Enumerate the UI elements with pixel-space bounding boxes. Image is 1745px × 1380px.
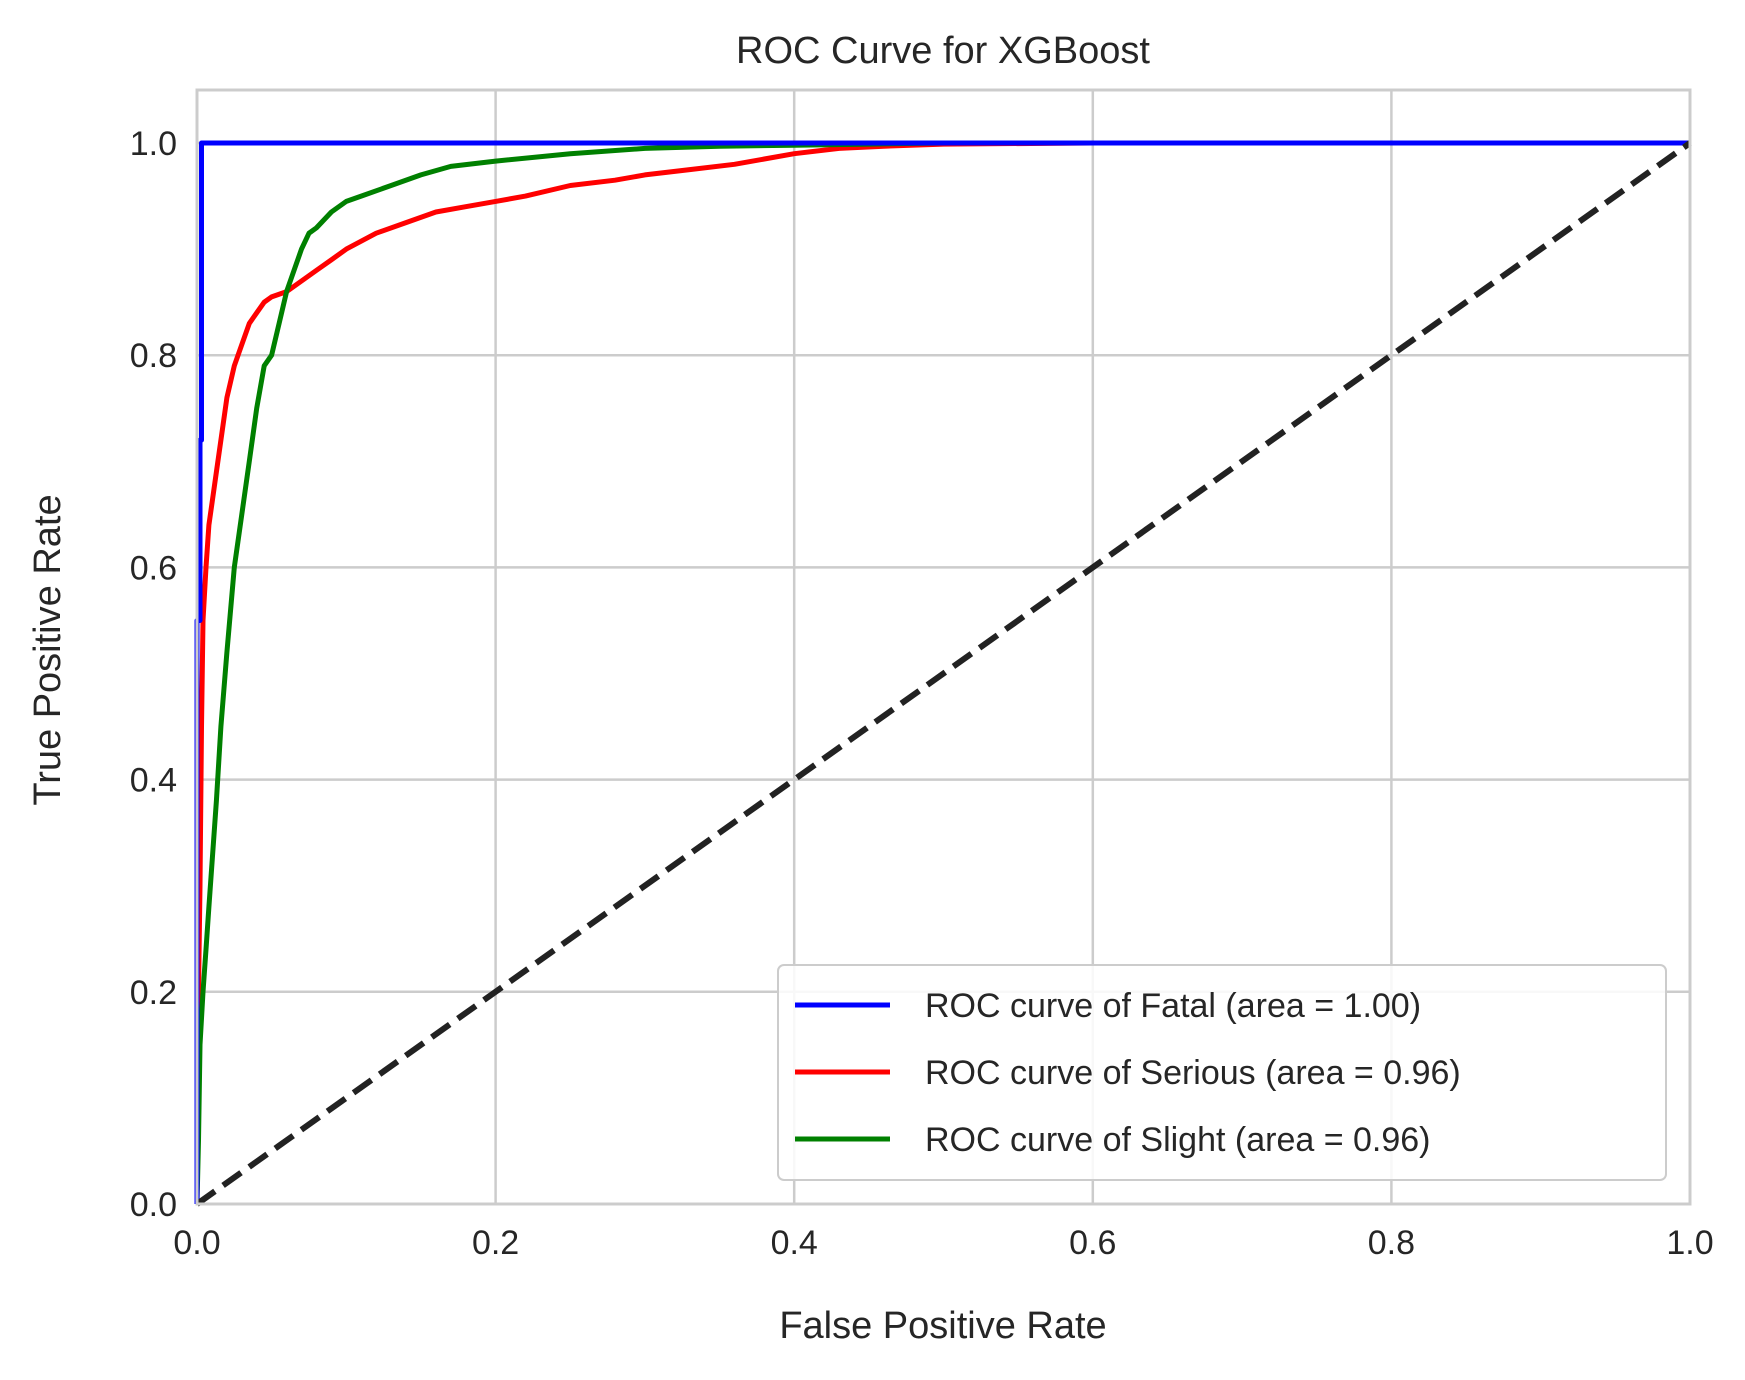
legend-box <box>777 964 1667 1181</box>
x-axis-label: False Positive Rate <box>779 1305 1106 1347</box>
series-layer <box>194 140 1692 1207</box>
legend-label: ROC curve of Fatal (area = 1.00) <box>925 987 1421 1025</box>
roc-series-line <box>194 140 1690 1205</box>
tick-labels: 0.0 0.2 0.4 0.6 0.8 1.0 0.0 0.2 0.4 0.6 0.8 1.0 <box>130 125 1714 1262</box>
y-tick-label: 0.0 <box>130 1186 177 1224</box>
y-tick-label: 1.0 <box>130 125 177 163</box>
x-tick-label: 0.4 <box>771 1224 818 1262</box>
y-axis-label: True Positive Rate <box>27 494 69 805</box>
legend: ROC curve of Fatal (area = 1.00) ROC curv… <box>777 964 1667 1181</box>
y-tick-label: 0.6 <box>130 549 177 587</box>
x-tick-label: 1.0 <box>1666 1224 1713 1262</box>
roc-series-line <box>194 140 1690 1205</box>
legend-label: ROC curve of Serious (area = 0.96) <box>925 1054 1461 1092</box>
chance-diagonal-line <box>195 140 1692 1207</box>
y-tick-label: 0.4 <box>130 762 177 800</box>
legend-entries: ROC curve of Fatal (area = 1.00) ROC curv… <box>795 987 1461 1159</box>
chart-title: ROC Curve for XGBoost <box>736 30 1150 72</box>
x-tick-label: 0.8 <box>1368 1224 1415 1262</box>
y-tick-label: 0.8 <box>130 337 177 375</box>
y-tick-label: 0.2 <box>130 974 177 1012</box>
plot-frame <box>195 88 1692 1206</box>
x-tick-label: 0.0 <box>173 1224 220 1262</box>
x-tick-label: 0.6 <box>1069 1224 1116 1262</box>
legend-label: ROC curve of Slight (area = 0.96) <box>925 1121 1431 1159</box>
x-tick-label: 0.2 <box>472 1224 519 1262</box>
